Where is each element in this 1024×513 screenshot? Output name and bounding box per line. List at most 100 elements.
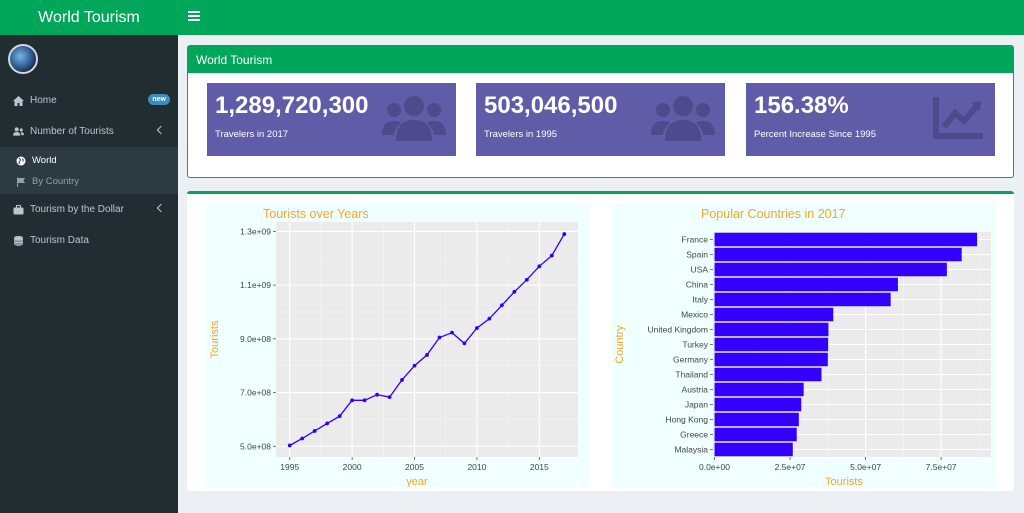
data-point xyxy=(362,398,367,403)
data-point xyxy=(562,232,567,236)
y-tick-label: Turkey xyxy=(682,340,708,350)
bar xyxy=(714,247,962,262)
data-point xyxy=(462,341,467,346)
sidebar-item-tourism-by-dollar[interactable]: Tourism by the Dollar xyxy=(0,194,178,225)
popular-countries-chart[interactable]: 0.0e+00 2.5e+07 5.0e+07 7.5e+07 France Spain U… xyxy=(612,204,996,487)
bar xyxy=(714,262,947,277)
data-point xyxy=(425,353,429,357)
data-point xyxy=(487,316,492,321)
chart-line-icon xyxy=(933,95,985,144)
database-icon xyxy=(13,235,24,246)
x-tick-label: 2.5e+07 xyxy=(775,462,806,472)
data-point xyxy=(300,436,305,441)
y-tick-label: USA xyxy=(691,265,709,275)
chevron-left-icon xyxy=(156,203,166,213)
data-point xyxy=(549,253,554,258)
submenu-number-of-tourists: World By Country xyxy=(0,147,178,194)
avatar xyxy=(8,44,38,74)
y-tick-label: Spain xyxy=(686,250,708,260)
world-tourism-box: World Tourism 1,289,720,300 Travelers in… xyxy=(187,45,1014,178)
y-tick-label: Austria xyxy=(682,385,709,395)
data-point xyxy=(450,330,454,335)
bar xyxy=(714,277,898,292)
sidebar-subitem-by-country[interactable]: By Country xyxy=(0,171,178,192)
y-tick-label: 1.1e+09 xyxy=(240,280,271,290)
y-tick-label: Japan xyxy=(685,400,708,410)
data-point xyxy=(475,326,479,330)
bar xyxy=(714,427,797,442)
bar xyxy=(714,367,822,382)
x-axis-label: Tourists xyxy=(825,476,863,487)
users-icon xyxy=(382,95,446,146)
data-point xyxy=(387,395,392,400)
bar xyxy=(714,337,829,352)
bar xyxy=(714,397,802,412)
value-box-travelers-1995: 503,046,500 Travelers in 1995 xyxy=(476,83,725,156)
y-tick-label: Greece xyxy=(680,430,708,440)
value-box-label: Travelers in 1995 xyxy=(484,129,558,140)
bar xyxy=(714,322,829,337)
y-tick-label: Malaysia xyxy=(674,445,708,455)
data-point xyxy=(512,289,517,294)
tourists-over-years-chart[interactable]: 1995 2000 2005 2010 2015 5.0e+08 7.0e+08 9.0e+0… xyxy=(206,204,590,487)
sidebar-item-label: Tourism Data xyxy=(30,235,89,246)
app-logo[interactable]: World Tourism xyxy=(0,0,178,35)
sidebar-item-number-of-tourists[interactable]: Number of Tourists xyxy=(0,116,178,147)
sidebar-subitem-label: By Country xyxy=(32,176,79,187)
bar xyxy=(714,232,978,247)
chevron-left-icon xyxy=(156,125,166,135)
users-icon xyxy=(651,95,715,146)
value-box-label: Travelers in 2017 xyxy=(215,129,289,140)
users-icon xyxy=(13,126,24,137)
x-tick-label: 1995 xyxy=(280,462,299,472)
value-box-label: Percent Increase Since 1995 xyxy=(754,129,876,140)
home-icon xyxy=(13,95,24,106)
data-point xyxy=(325,421,330,426)
data-point xyxy=(350,398,355,403)
y-tick-label: United Kingdom xyxy=(648,325,708,335)
data-point xyxy=(499,303,504,308)
y-axis-label: Tourists xyxy=(209,320,221,358)
bar xyxy=(714,442,793,457)
charts-box: 1995 2000 2005 2010 2015 5.0e+08 7.0e+08 9.0e+0… xyxy=(187,191,1014,491)
flag-icon xyxy=(16,177,26,187)
bar xyxy=(714,382,804,397)
box-title: World Tourism xyxy=(188,46,1013,73)
data-point xyxy=(537,264,542,269)
x-tick-label: 5.0e+07 xyxy=(850,462,881,472)
sidebar-item-home[interactable]: Home new xyxy=(0,85,178,116)
bar xyxy=(714,292,891,307)
value-box-percent-increase: 156.38% Percent Increase Since 1995 xyxy=(746,83,995,156)
data-point xyxy=(524,277,529,282)
chart-title: Popular Countries in 2017 xyxy=(701,207,846,221)
y-tick-label: France xyxy=(682,235,709,245)
sidebar-menu: Home new Number of Tourists World By Cou… xyxy=(0,85,178,256)
bar xyxy=(714,307,834,322)
value-box-value: 156.38% xyxy=(754,92,849,119)
y-tick-label: Thailand xyxy=(675,370,708,380)
y-tick-label: 5.0e+08 xyxy=(240,441,271,451)
sidebar-subitem-world[interactable]: World xyxy=(0,150,178,171)
data-point xyxy=(437,335,442,340)
bar xyxy=(714,412,799,427)
sidebar-item-label: Home xyxy=(30,95,57,106)
y-tick-label: 1.3e+09 xyxy=(240,226,271,236)
data-point xyxy=(337,414,342,419)
x-tick-label: 0.0e+00 xyxy=(699,462,730,472)
y-tick-label: 9.0e+08 xyxy=(240,334,271,344)
y-tick-label: Germany xyxy=(673,355,709,365)
sidebar-item-label: Tourism by the Dollar xyxy=(30,204,124,215)
value-box-travelers-2017: 1,289,720,300 Travelers in 2017 xyxy=(207,83,456,156)
sidebar-subitem-label: World xyxy=(32,155,57,166)
y-tick-label: Hong Kong xyxy=(665,415,708,425)
y-axis-label: Country xyxy=(614,325,626,364)
x-tick-label: 2010 xyxy=(467,462,486,472)
sidebar-item-tourism-data[interactable]: Tourism Data xyxy=(0,225,178,256)
globe-icon xyxy=(16,156,26,166)
y-tick-label: 7.0e+08 xyxy=(240,388,271,398)
x-tick-label: 2005 xyxy=(405,462,424,472)
data-point xyxy=(412,363,417,368)
sidebar-toggle-icon[interactable] xyxy=(188,11,200,23)
y-tick-label: China xyxy=(686,280,708,290)
x-tick-label: 2000 xyxy=(343,462,362,472)
